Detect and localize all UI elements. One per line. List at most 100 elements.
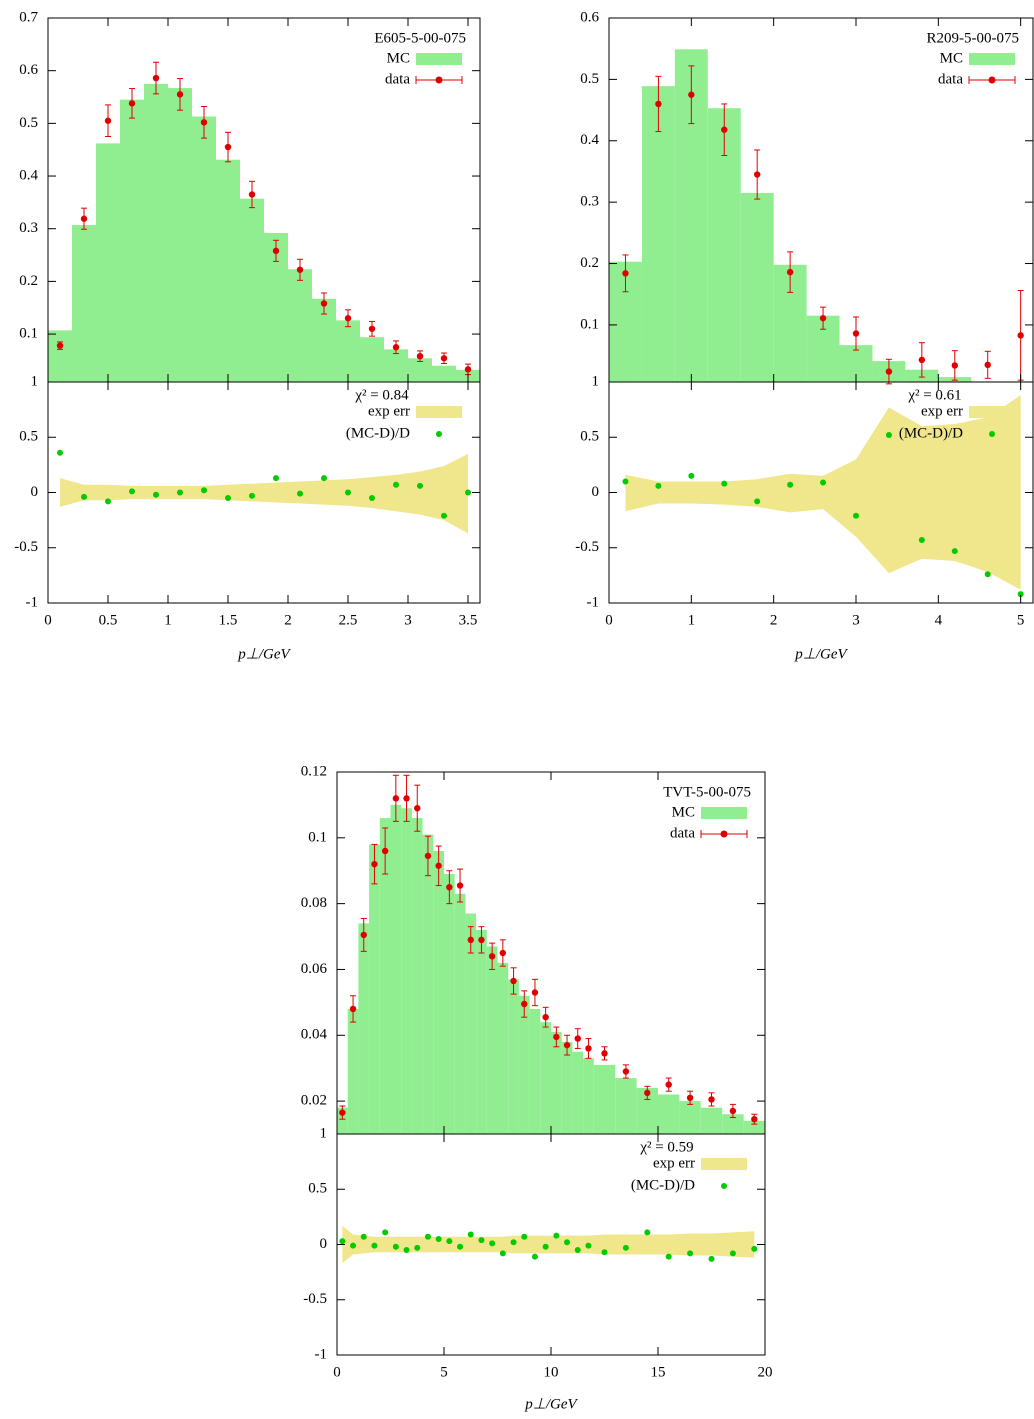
x-tick-label: 15 (651, 1364, 666, 1380)
data-point (128, 100, 136, 107)
mc-bar (337, 1107, 348, 1134)
mc-bar (593, 1064, 616, 1134)
ratio-point (435, 1235, 442, 1242)
data-point (392, 344, 400, 351)
legend-label: exp err (368, 403, 410, 419)
y-tick-label: 0.1 (19, 326, 38, 342)
y-tick-label: 0 (320, 1236, 328, 1252)
data-point (371, 860, 378, 868)
mc-bar (518, 995, 530, 1134)
legend-label: MC (387, 50, 410, 66)
mc-bar (508, 979, 519, 1134)
ratio-point (467, 1231, 474, 1238)
ratio-point (424, 1233, 431, 1240)
data-point (104, 117, 112, 124)
mc-bar (360, 337, 384, 382)
data-point (563, 1041, 571, 1049)
ratio-point (665, 1253, 672, 1260)
data-point (248, 191, 256, 198)
ratio-point (885, 432, 892, 439)
data-point (467, 936, 474, 944)
y-tick-label: 1 (592, 373, 600, 389)
y-tick-label: 0.4 (580, 132, 599, 148)
mc-bar (240, 198, 264, 382)
x-tick-label: 0 (44, 612, 52, 628)
legend-title: E605-5-00-075 (374, 30, 466, 46)
data-point (751, 1115, 758, 1123)
mc-bar (384, 349, 408, 382)
data-point (416, 352, 424, 360)
y-tick-label: 0.3 (580, 194, 599, 210)
data-point (601, 1050, 608, 1057)
ratio-point (644, 1229, 651, 1236)
mc-bar (120, 99, 144, 382)
ratio-point (392, 1243, 399, 1250)
ratio-point (622, 1244, 629, 1251)
ratio-point (321, 475, 327, 482)
legend-symbol (989, 431, 995, 437)
y-tick-label: 0.6 (19, 62, 38, 78)
ratio-point (531, 1253, 538, 1260)
data-point (622, 270, 629, 277)
x-tick-label: 5 (440, 1364, 448, 1380)
ratio-point (687, 1250, 694, 1257)
data-point (585, 1045, 592, 1052)
legend-label: exp err (921, 403, 963, 419)
y-tick-label: 0 (31, 484, 39, 500)
data-point (819, 314, 827, 322)
ratio-point (918, 537, 925, 544)
ratio-point (369, 495, 375, 502)
ratio-point (201, 487, 207, 494)
x-tick-label: 2 (770, 612, 778, 628)
mc-bar (454, 893, 466, 1134)
ratio-point (345, 489, 351, 496)
ratio-point (403, 1247, 410, 1254)
data-point (753, 171, 761, 178)
x-axis-label: p⊥/GeV (794, 646, 848, 662)
x-tick-label: 1 (164, 612, 172, 628)
ratio-point (153, 491, 159, 498)
ratio-point (441, 512, 447, 519)
error-band (625, 395, 1021, 590)
mc-bar (636, 1087, 658, 1134)
mc-bar (144, 83, 168, 383)
plot-area (609, 49, 1033, 598)
legend-swatch (969, 53, 1015, 65)
ratio-point (371, 1242, 378, 1249)
legend-swatch (701, 807, 747, 819)
plot-area (48, 61, 480, 534)
ratio-point (688, 472, 695, 479)
ratio-point (393, 481, 399, 488)
mc-bar (347, 1008, 359, 1134)
x-tick-label: 0 (605, 612, 613, 628)
data-point (478, 936, 485, 944)
data-point (200, 119, 208, 126)
ratio-point (708, 1255, 715, 1262)
mc-bar (96, 143, 120, 382)
legend-symbol (721, 1183, 727, 1189)
chart: 0.1 0.2 0.3 0.4 0.5 0.6 0.7 -1 -0.5 0 0.5 1 0 0.5 1 1.5… (14, 9, 481, 662)
mc-bar (401, 808, 412, 1134)
mc-bar (288, 269, 312, 382)
x-tick-label: 20 (758, 1364, 773, 1380)
mc-bar (743, 1120, 765, 1134)
ratio-point (129, 488, 135, 495)
y-tick-label: -1 (315, 1346, 328, 1362)
legend-symbol (700, 830, 748, 838)
data-point (224, 143, 232, 151)
mc-bar (615, 1078, 637, 1134)
y-tick-label: 0.2 (19, 273, 38, 289)
plot-area (337, 774, 765, 1264)
data-point (446, 883, 453, 891)
data-point (424, 852, 432, 860)
ratio-point (177, 489, 183, 496)
mc-bar (583, 1058, 594, 1134)
ratio-point (564, 1239, 571, 1246)
ratio-point (655, 482, 662, 489)
legend-label: data (385, 71, 410, 87)
x-tick-label: 2 (284, 612, 292, 628)
data-point (521, 1000, 528, 1008)
data-point (464, 366, 472, 373)
legend-symbol (968, 76, 1016, 84)
